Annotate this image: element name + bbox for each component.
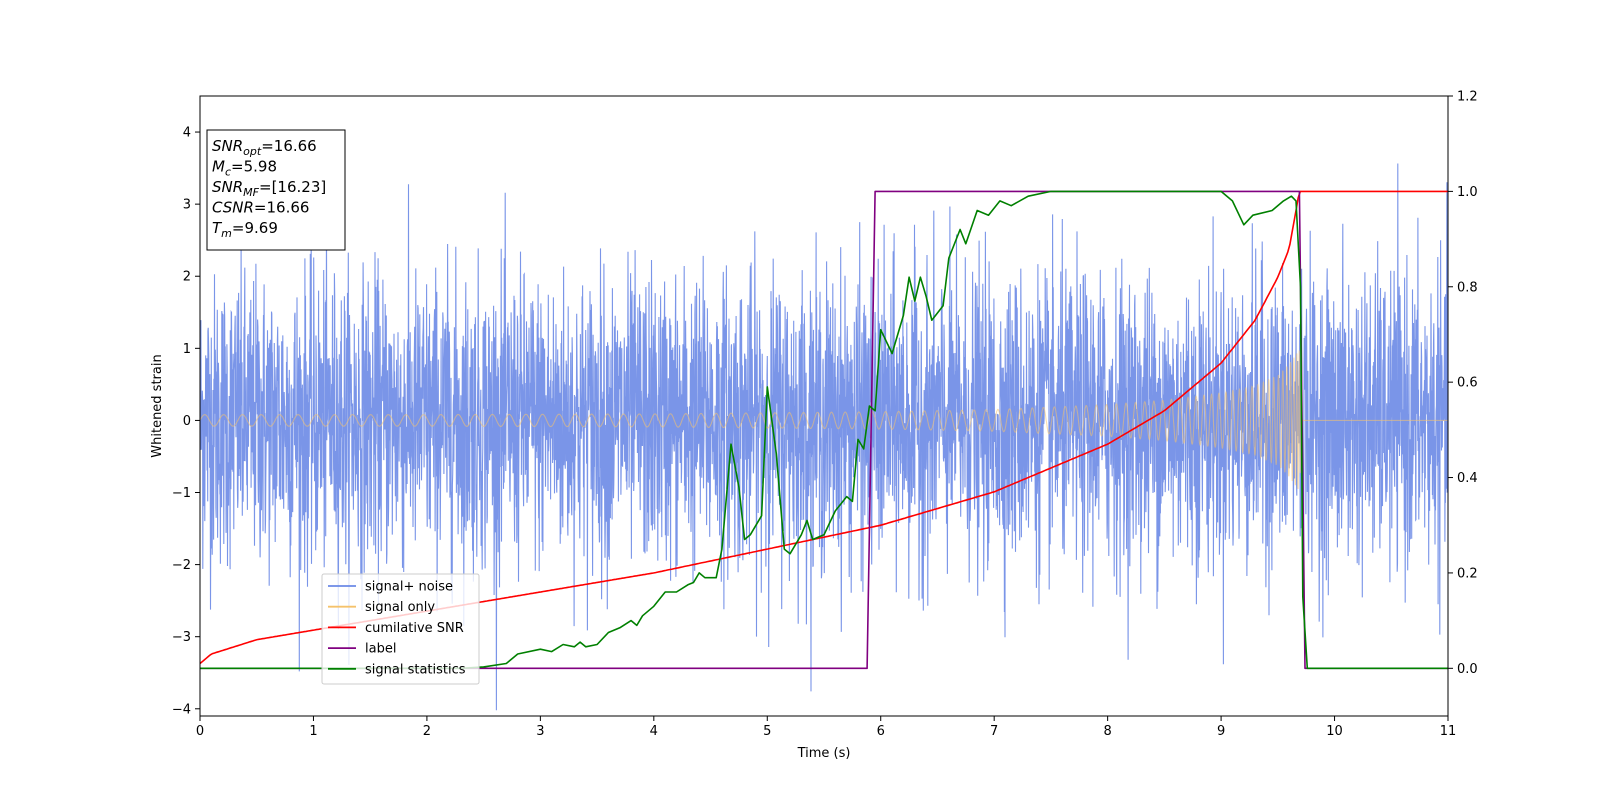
y-tick-label: −4 [172,702,191,717]
y-tick-label: 1 [183,342,191,357]
legend-label: signal+ noise [365,580,453,595]
right-y-tick-label: 1.2 [1457,90,1478,105]
series-signal-only [200,350,1448,489]
x-tick-label: 2 [423,724,431,739]
series-signal-statistics [200,190,1448,670]
legend-label: label [365,642,396,657]
x-tick-label: 8 [1103,724,1111,739]
x-tick-label: 4 [650,724,658,739]
legend-frame [321,573,480,685]
x-tick-label: 7 [990,724,998,739]
legend-label: signal statistics [365,662,466,677]
y-tick-label: 0 [183,414,191,429]
legend-label: signal only [365,600,435,615]
y-tick-label: 3 [183,198,191,213]
plot-frame [199,95,1449,717]
y-tick-label: −2 [172,558,191,573]
right-y-tick-label: 1.0 [1457,185,1478,200]
annotation-line: SNRMF=[16.23] [212,178,326,199]
y-tick-label: 4 [183,126,191,141]
right-y-tick-label: 0.4 [1457,471,1478,486]
x-tick-label: 9 [1217,724,1225,739]
series-signal-noise [200,163,1448,711]
annotation-line: Tm=9.69 [212,219,278,240]
y-tick-label: −1 [172,486,191,501]
right-y-tick-label: 0.6 [1457,376,1478,391]
x-tick-label: 6 [877,724,885,739]
x-tick-label: 3 [536,724,544,739]
stats-annotation-box: SNRopt=16.66Mc=5.98SNRMF=[16.23]CSNR=16.… [206,129,346,251]
legend-label: cumilative SNR [365,621,464,636]
right-y-tick-label: 0.8 [1457,280,1478,295]
x-axis-label: Time (s) [797,746,851,761]
x-tick-label: 11 [1440,724,1457,739]
annotation-line: CSNR=16.66 [212,199,309,217]
right-y-tick-label: 0.0 [1457,662,1478,677]
annotation-line: Mc=5.98 [212,158,277,179]
annotation-line: SNRopt=16.66 [212,137,317,158]
x-tick-label: 5 [763,724,771,739]
y-tick-label: 2 [183,270,191,285]
annotation-frame [206,129,346,251]
x-tick-label: 10 [1326,724,1343,739]
y-tick-label: −3 [172,630,191,645]
y-axis-label: Whitened strain [150,354,165,457]
x-tick-label: 1 [309,724,317,739]
legend: signal+ noise signal only cumilative SNR la… [321,573,480,685]
x-tick-label: 0 [196,724,204,739]
right-y-tick-label: 0.2 [1457,566,1478,581]
